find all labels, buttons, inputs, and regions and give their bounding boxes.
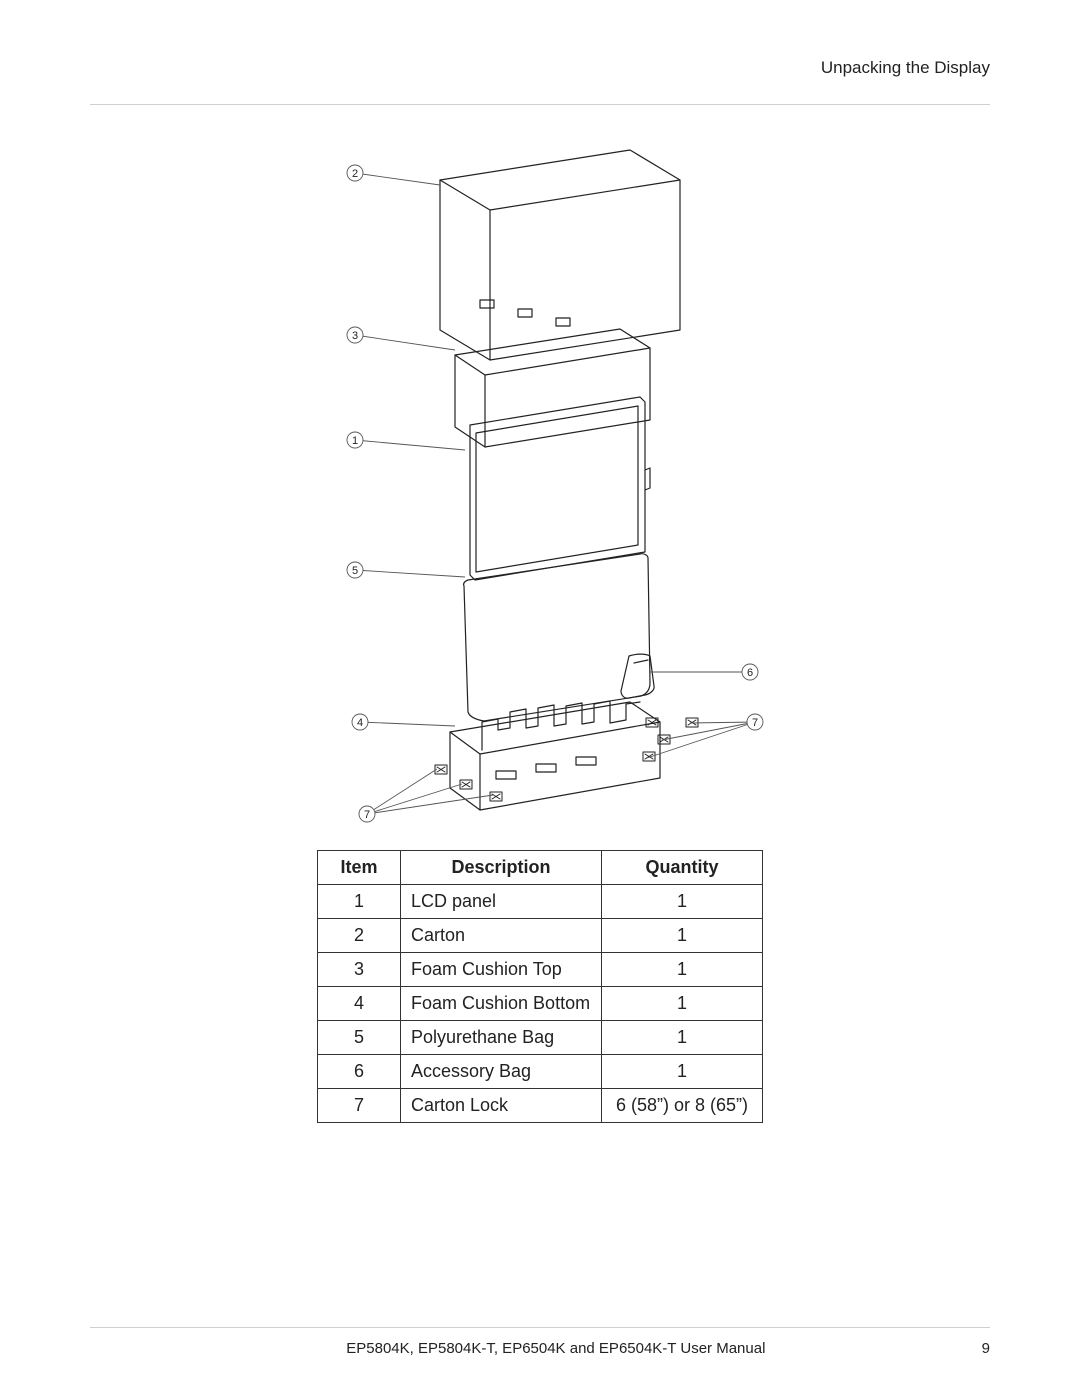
cell-quantity: 6 (58”) or 8 (65”)	[602, 1089, 763, 1123]
parts-table: Item Description Quantity 1LCD panel12Ca…	[317, 850, 763, 1123]
cell-quantity: 1	[602, 953, 763, 987]
table-row: 7Carton Lock6 (58”) or 8 (65”)	[318, 1089, 763, 1123]
th-item: Item	[318, 851, 401, 885]
th-description: Description	[401, 851, 602, 885]
part-foam-top	[455, 329, 650, 447]
page-footer: EP5804K, EP5804K-T, EP6504K and EP6504K-…	[90, 1327, 990, 1357]
cell-quantity: 1	[602, 987, 763, 1021]
cell-item: 3	[318, 953, 401, 987]
cell-quantity: 1	[602, 885, 763, 919]
table-row: 4Foam Cushion Bottom1	[318, 987, 763, 1021]
callout-label: 5	[352, 565, 358, 577]
cell-item: 7	[318, 1089, 401, 1123]
cell-quantity: 1	[602, 1021, 763, 1055]
cell-item: 6	[318, 1055, 401, 1089]
page: Unpacking the Display	[0, 0, 1080, 1397]
callout-label: 1	[352, 435, 358, 447]
table-row: 3Foam Cushion Top1	[318, 953, 763, 987]
cell-description: Foam Cushion Bottom	[401, 987, 602, 1021]
callout-label: 4	[357, 717, 363, 729]
table-row: 5Polyurethane Bag1	[318, 1021, 763, 1055]
cell-item: 5	[318, 1021, 401, 1055]
table-row: 2Carton1	[318, 919, 763, 953]
cell-item: 4	[318, 987, 401, 1021]
callout-label: 7	[364, 809, 370, 821]
cell-description: Polyurethane Bag	[401, 1021, 602, 1055]
th-quantity: Quantity	[602, 851, 763, 885]
part-carton	[440, 150, 680, 360]
exploded-diagram: 1 2 3 4 5 6 7 7	[90, 120, 990, 840]
callout-label: 7	[752, 717, 758, 729]
part-carton-locks	[435, 718, 698, 801]
cell-quantity: 1	[602, 1055, 763, 1089]
cell-quantity: 1	[602, 919, 763, 953]
section-title: Unpacking the Display	[821, 58, 990, 78]
cell-description: Accessory Bag	[401, 1055, 602, 1089]
table-header-row: Item Description Quantity	[318, 851, 763, 885]
cell-item: 2	[318, 919, 401, 953]
callout-label: 3	[352, 330, 358, 342]
callout-label: 2	[352, 168, 358, 180]
footer-page-number: 9	[982, 1340, 990, 1357]
part-foam-bottom	[450, 701, 660, 810]
table-row: 1LCD panel1	[318, 885, 763, 919]
cell-item: 1	[318, 885, 401, 919]
cell-description: Carton	[401, 919, 602, 953]
header-rule	[90, 104, 990, 105]
cell-description: Foam Cushion Top	[401, 953, 602, 987]
callout-label: 6	[747, 667, 753, 679]
footer-manual-title: EP5804K, EP5804K-T, EP6504K and EP6504K-…	[346, 1340, 765, 1357]
cell-description: Carton Lock	[401, 1089, 602, 1123]
table-row: 6Accessory Bag1	[318, 1055, 763, 1089]
cell-description: LCD panel	[401, 885, 602, 919]
diagram-svg: 1 2 3 4 5 6 7 7	[90, 120, 990, 840]
